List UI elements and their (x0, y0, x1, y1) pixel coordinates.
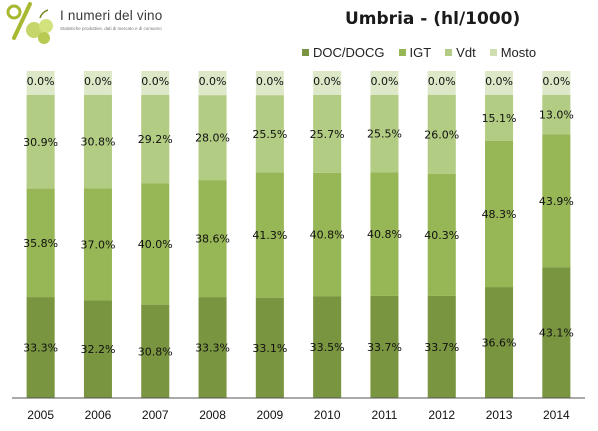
data-label: 0.0% (313, 75, 341, 88)
data-label: 0.0% (141, 75, 169, 88)
data-label: 25.5% (252, 128, 287, 141)
bar-segment-docdocg-2010 (313, 296, 342, 398)
x-tick-label: 2009 (256, 408, 283, 422)
bar-segment-vdt-2007 (141, 95, 170, 184)
bar-segment-vdt-2013 (485, 95, 514, 141)
x-tick-label: 2010 (314, 408, 341, 422)
bar-segment-docdocg-2012 (427, 295, 456, 398)
legend-item-3: Mosto (489, 44, 537, 60)
data-label: 40.0% (138, 238, 173, 251)
x-tick-label: 2012 (428, 408, 455, 422)
data-label: 41.3% (252, 229, 287, 242)
legend-swatch (489, 48, 497, 56)
x-tick-label: 2007 (142, 408, 169, 422)
data-label: 40.8% (367, 228, 402, 241)
data-label: 0.0% (370, 75, 398, 88)
bar-segment-vdt-2010 (313, 95, 342, 173)
data-label: 40.3% (424, 229, 459, 242)
data-label: 25.5% (367, 128, 402, 141)
data-label: 33.1% (252, 342, 287, 355)
data-label: 25.7% (310, 128, 345, 141)
bar-segment-vdt-2006 (83, 95, 112, 189)
bar-segment-igt-2008 (198, 180, 227, 298)
x-tick-label: 2008 (199, 408, 226, 422)
bar-segment-igt-2014 (542, 134, 571, 268)
bar-segment-docdocg-2006 (83, 300, 112, 398)
bar-segment-igt-2010 (313, 172, 342, 297)
legend-swatch (398, 48, 406, 56)
x-tick-label: 2013 (486, 408, 513, 422)
data-label: 0.0% (84, 75, 112, 88)
data-label: 37.0% (80, 238, 115, 251)
data-label: 0.0% (256, 75, 284, 88)
chart-title: Umbria - (hl/1000) (345, 9, 521, 29)
data-label: 35.8% (23, 237, 58, 250)
x-tick-label: 2005 (27, 408, 54, 422)
bar-segment-vdt-2014 (542, 95, 571, 135)
bar-segment-docdocg-2014 (542, 267, 571, 398)
bar-segment-vdt-2011 (370, 95, 399, 173)
logo-title: I numeri del vino (60, 8, 163, 23)
legend-label: Mosto (500, 44, 537, 60)
data-label: 38.6% (195, 233, 230, 246)
legend-item-2: Vdt (445, 45, 476, 60)
data-label: 26.0% (424, 128, 459, 141)
data-label: 15.1% (482, 112, 517, 125)
data-label: 36.6% (482, 337, 517, 350)
data-label: 0.0% (428, 75, 456, 88)
bar-segment-docdocg-2013 (485, 287, 514, 398)
bar-segment-docdocg-2011 (370, 295, 399, 398)
bar-segment-vdt-2005 (26, 95, 55, 189)
data-label: 29.2% (138, 133, 173, 146)
data-label: 30.8% (80, 136, 115, 149)
legend-label: IGT (409, 44, 432, 60)
data-label: 33.7% (367, 341, 402, 354)
data-label: 43.1% (539, 327, 574, 340)
data-label: 0.0% (485, 75, 513, 88)
data-label: 0.0% (542, 75, 570, 88)
data-label: 33.7% (424, 341, 459, 354)
data-label: 13.0% (539, 109, 574, 122)
bar-segment-igt-2006 (83, 188, 112, 301)
bar-segment-igt-2012 (427, 173, 456, 296)
bar-segment-igt-2009 (255, 172, 284, 298)
data-label: 0.0% (199, 75, 227, 88)
bar-segment-docdocg-2007 (141, 304, 170, 398)
legend-item-0: DOC/DOCG (302, 45, 385, 60)
legend-swatch (445, 48, 453, 56)
bar-segment-docdocg-2008 (198, 297, 227, 398)
grapes-percent-logo-icon (6, 2, 53, 44)
legend: DOC/DOCG IGT Vdt Mosto (302, 44, 536, 60)
legend-swatch (302, 48, 309, 56)
bar-segment-docdocg-2009 (255, 297, 284, 398)
x-tick-label: 2011 (372, 408, 398, 422)
logo: I numeri del vino Statistiche produttive… (0, 0, 200, 46)
data-label: 30.8% (138, 345, 173, 358)
data-label: 28.0% (195, 132, 230, 145)
data-label: 48.3% (482, 208, 517, 221)
data-label: 33.3% (195, 342, 230, 355)
x-tick-label: 2006 (85, 408, 112, 422)
bar-segment-vdt-2008 (198, 95, 227, 181)
logo-subtitle: Statistiche produttive, dati di mercato … (60, 26, 162, 31)
data-label: 0.0% (27, 75, 55, 88)
data-label: 33.3% (23, 342, 58, 355)
bar-segment-docdocg-2005 (26, 297, 55, 398)
bar-segment-igt-2011 (370, 172, 399, 296)
bar-segment-igt-2007 (141, 183, 170, 305)
bar-segment-igt-2005 (26, 188, 55, 298)
x-tick-label: 2014 (543, 408, 570, 422)
data-label: 30.9% (23, 136, 58, 149)
data-label: 32.2% (80, 343, 115, 356)
bar-segment-vdt-2012 (427, 95, 456, 174)
legend-label: DOC/DOCG (313, 44, 385, 60)
legend-label: Vdt (456, 44, 476, 60)
data-label: 43.9% (539, 195, 574, 208)
legend-item-1: IGT (398, 44, 432, 60)
data-label: 33.5% (310, 341, 345, 354)
data-label: 40.8% (310, 229, 345, 242)
bar-segment-vdt-2009 (255, 95, 284, 173)
bar-segment-igt-2013 (485, 140, 514, 288)
